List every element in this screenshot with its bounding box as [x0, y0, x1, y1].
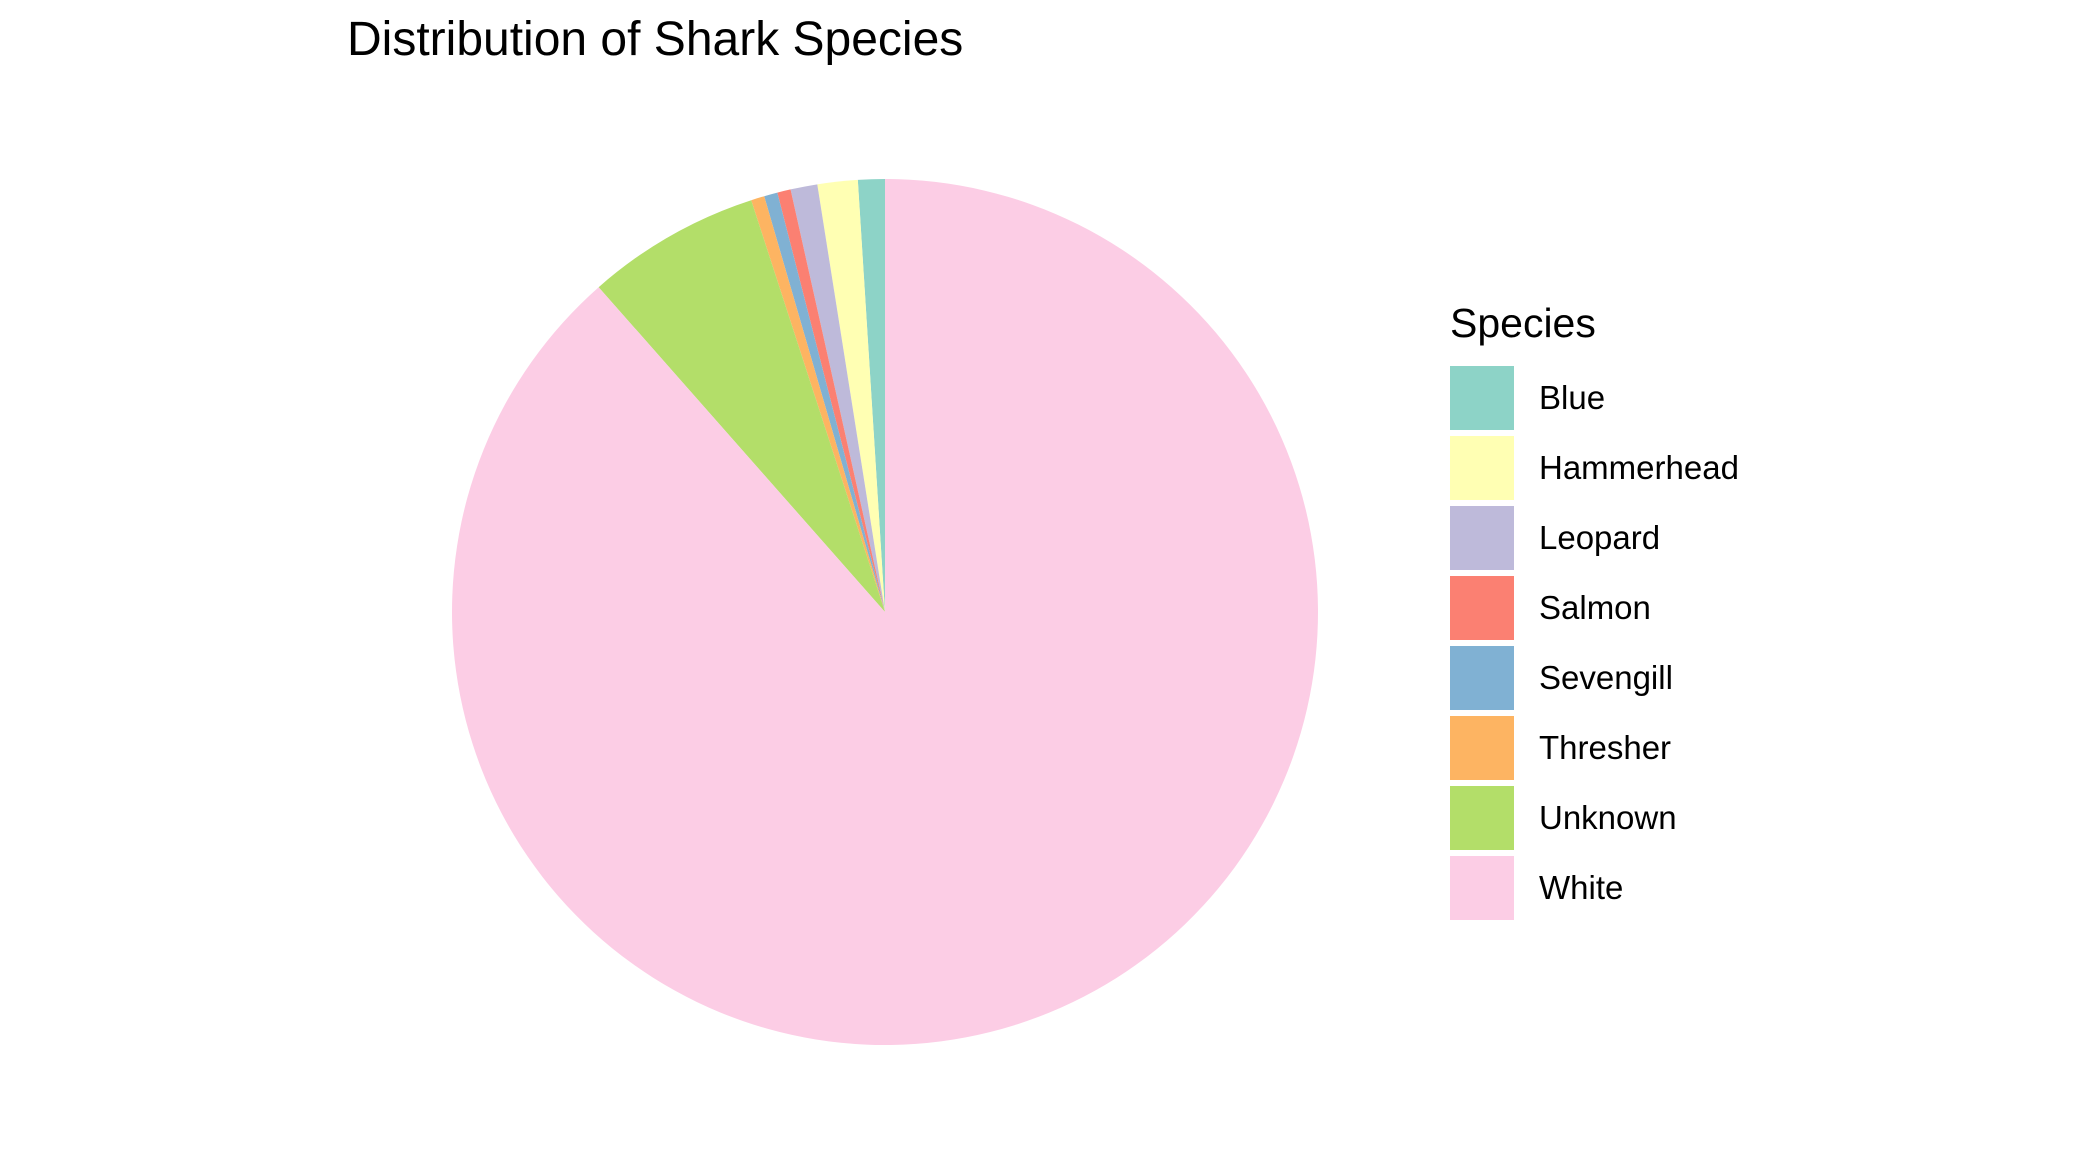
legend: Species Blue Hammerhead Leopard Salmon Seven… [1450, 300, 1739, 923]
legend-label: Sevengill [1539, 659, 1673, 696]
pie-slice-sevengill [764, 192, 885, 612]
legend-label: Thresher [1539, 729, 1672, 766]
legend-key-white [1450, 856, 1514, 920]
pie-slice-leopard [790, 184, 885, 613]
legend-item-unknown: Unknown [1450, 783, 1739, 853]
pie-slice-blue [857, 179, 885, 612]
legend-label: Leopard [1539, 519, 1661, 556]
legend-key-thresher [1450, 716, 1514, 780]
legend-items: Blue Hammerhead Leopard Salmon Sevengill Thre… [1450, 363, 1739, 923]
legend-key-hammerhead [1450, 436, 1514, 500]
legend-title: Species [1450, 300, 1596, 346]
pie-slice-unknown [598, 200, 885, 612]
pie-slice-white [452, 179, 1318, 1045]
legend-key-sevengill [1450, 646, 1514, 710]
legend-label: Salmon [1539, 589, 1651, 626]
legend-item-sevengill: Sevengill [1450, 643, 1739, 713]
pie-slice-hammerhead [817, 179, 885, 612]
legend-label: White [1539, 869, 1624, 906]
legend-item-leopard: Leopard [1450, 503, 1739, 573]
legend-item-hammerhead: Hammerhead [1450, 433, 1739, 503]
pie-slice-thresher [751, 196, 885, 612]
legend-item-white: White [1450, 853, 1739, 923]
legend-label: Blue [1539, 379, 1606, 416]
legend-key-unknown [1450, 786, 1514, 850]
legend-item-salmon: Salmon [1450, 573, 1739, 643]
legend-item-thresher: Thresher [1450, 713, 1739, 783]
chart-title: Distribution of Shark Species [347, 13, 964, 66]
legend-item-blue: Blue [1450, 363, 1739, 433]
legend-key-leopard [1450, 506, 1514, 570]
pie-slice-salmon [777, 189, 885, 612]
legend-key-blue [1450, 366, 1514, 430]
legend-label: Hammerhead [1539, 449, 1739, 486]
legend-key-salmon [1450, 576, 1514, 640]
legend-label: Unknown [1539, 799, 1677, 836]
pie-slices [452, 179, 1318, 1045]
